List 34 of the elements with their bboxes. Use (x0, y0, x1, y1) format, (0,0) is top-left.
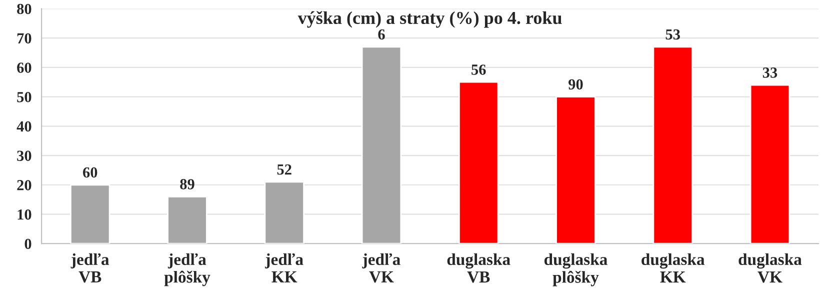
x-tick-label: duglaska VK (738, 253, 802, 283)
x-tick-label: jedľa KK (265, 253, 304, 282)
annotation: 33 (762, 68, 778, 78)
y-tick-label: 70 (17, 33, 32, 44)
chart-title: výška (cm) a straty (%) po 4. roku (298, 11, 562, 28)
x-tick-label: duglaska KK (642, 253, 705, 282)
bar (167, 196, 208, 244)
x-tick-label: jedľa VB (70, 253, 110, 283)
annotation: 53 (666, 29, 680, 40)
y-tick-label: 20 (17, 180, 32, 190)
bar (458, 81, 499, 244)
x-tick-label: jedľa VK (362, 253, 400, 283)
annotation: 90 (568, 79, 583, 90)
y-tick-label: 30 (17, 150, 32, 161)
y-tick-label: 10 (18, 209, 32, 220)
annotation: 52 (277, 164, 292, 175)
y-tick-label: 50 (17, 92, 32, 102)
annotation: 60 (82, 167, 98, 178)
annotation: 56 (472, 64, 486, 75)
bar (264, 181, 304, 244)
bar (556, 96, 596, 244)
annotation: 6 (378, 29, 385, 40)
bar (652, 46, 693, 244)
y-tick-label: 80 (17, 4, 32, 14)
y-tick-label: 60 (17, 62, 32, 73)
bar (750, 84, 790, 244)
x-tick-label: jedľa plôšky (164, 253, 210, 286)
x-tick-label: duglaska plôšky (544, 253, 608, 286)
y-tick-label: 40 (16, 121, 32, 132)
bar (70, 184, 110, 244)
y-tick-label: 0 (24, 238, 32, 250)
x-tick-label: duglaska VB (447, 253, 510, 283)
annotation: 89 (180, 179, 194, 190)
bar (361, 46, 402, 244)
